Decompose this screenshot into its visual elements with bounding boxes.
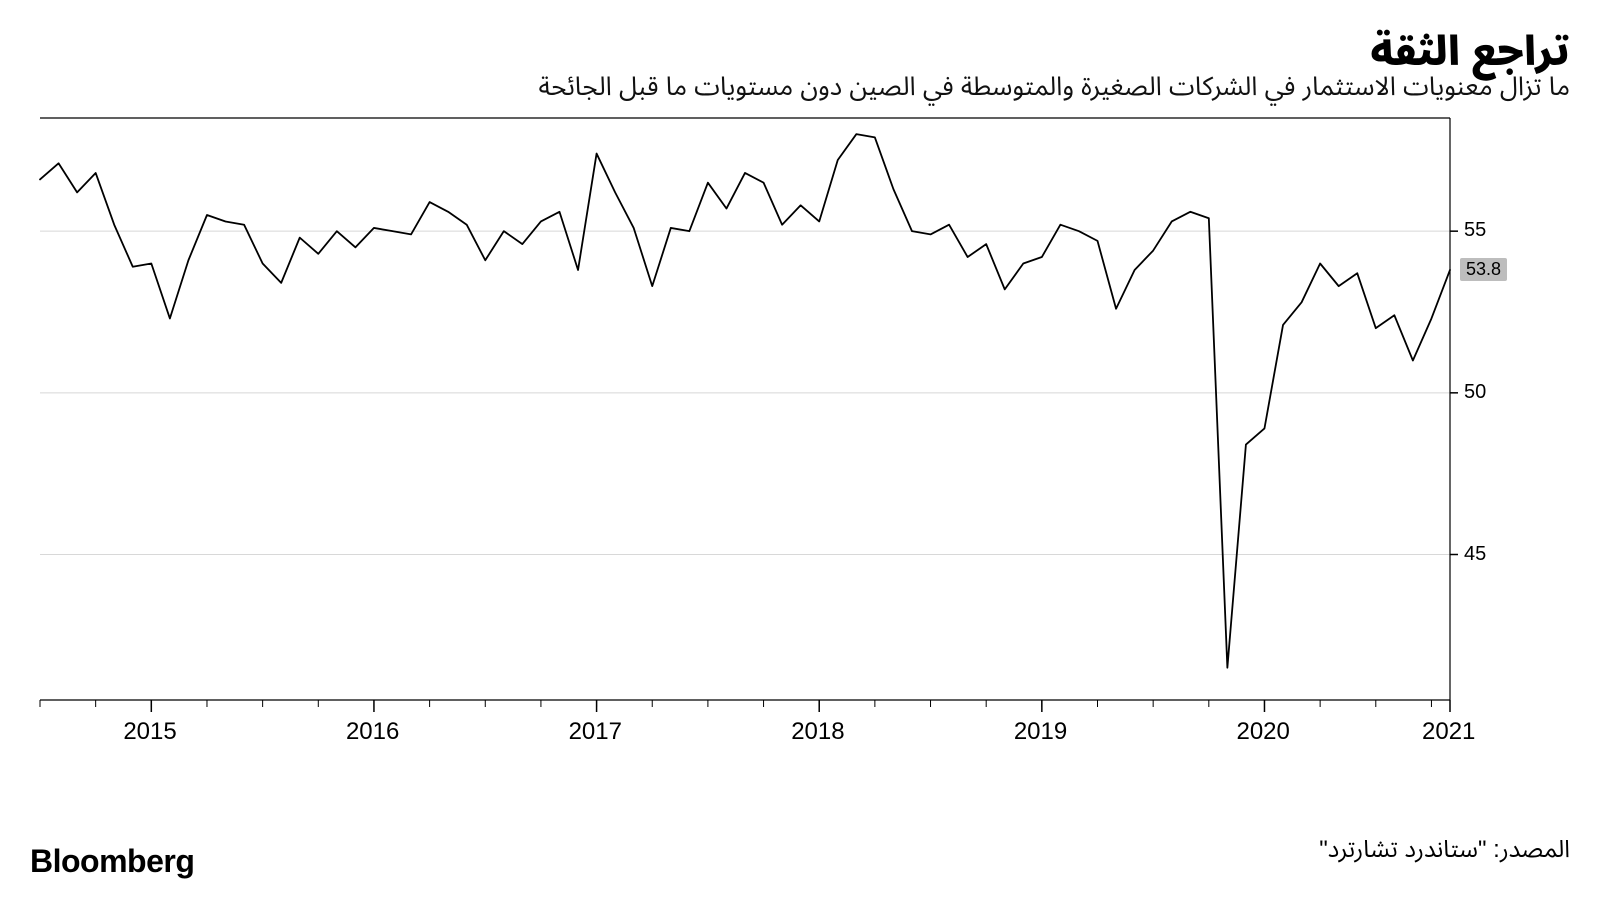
x-tick-label: 2016 [346, 718, 399, 746]
chart-subtitle: ما تزال معنويات الاستثمار في الشركات الص… [539, 60, 1570, 115]
chart-svg [30, 110, 1520, 770]
chart-container: تراجع الثقة ما تزال معنويات الاستثمار في… [0, 0, 1600, 900]
chart-area [30, 110, 1520, 770]
source-label: المصدر: "ستاندرد تشارترد" [1319, 824, 1570, 875]
x-tick-label: 2019 [1014, 718, 1067, 746]
y-tick-label: 55 [1464, 219, 1486, 242]
x-tick-label: 2015 [123, 718, 176, 746]
x-tick-label: 2017 [569, 718, 622, 746]
x-tick-label: 2020 [1236, 718, 1289, 746]
y-tick-label: 50 [1464, 381, 1486, 404]
value-callout: 53.8 [1460, 258, 1507, 281]
x-tick-label: 2021 [1422, 718, 1475, 746]
x-tick-label: 2018 [791, 718, 844, 746]
y-tick-label: 45 [1464, 543, 1486, 566]
brand-label: Bloomberg [30, 843, 194, 880]
